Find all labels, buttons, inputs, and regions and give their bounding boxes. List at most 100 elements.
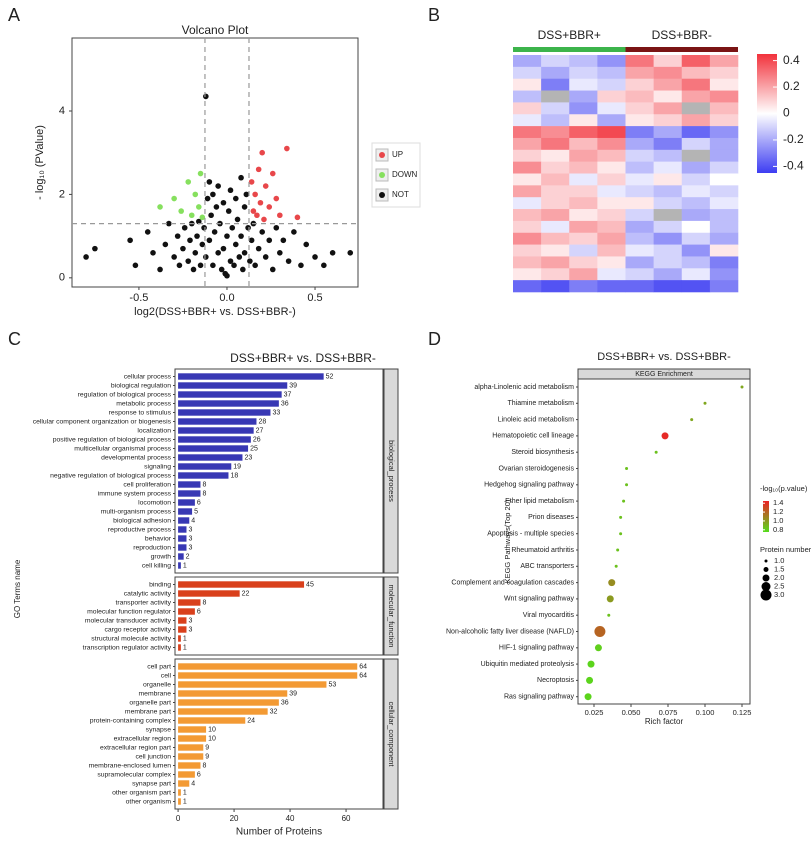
point [132,262,139,269]
color-tick-label: 0.4 [783,53,800,67]
point [195,218,202,225]
heat-cell [541,137,570,151]
heat-cell [597,197,626,210]
point [277,212,283,219]
heat-cell [625,209,654,222]
heat-cell [653,161,683,174]
point [255,166,262,173]
category-label: regulation of biological process [78,391,172,398]
heat-cell [569,90,598,103]
category-label: organelle part [129,699,171,706]
category-label: supramolecular complex [97,771,171,778]
value-label: 53 [328,681,336,688]
category-label: locomotion [138,499,171,506]
value-label: 25 [250,445,258,452]
point [238,233,244,239]
bar [178,780,190,787]
x-tick-label: 0 [176,814,181,823]
value-label: 36 [281,400,289,407]
bubble [607,613,611,617]
bar [178,400,279,407]
point [329,249,336,256]
bar [178,663,358,670]
heat-cell [625,220,654,234]
heat-cell [597,149,626,162]
facet-label: biological_process [387,440,396,502]
heat-cell [653,197,683,210]
heat-cell [513,55,542,68]
point [280,237,287,244]
bar [178,726,207,733]
size-tick-label: 2.5 [774,581,784,590]
heat-cell [709,209,739,222]
heat-cell [653,280,683,293]
heat-cell [625,126,654,139]
heat-cell [541,256,570,269]
bubble [622,499,626,503]
point [269,170,276,177]
value-label: 6 [197,608,201,615]
point [298,262,304,269]
color-tick-label: -0.4 [783,159,804,173]
point [171,195,177,202]
bar [178,635,181,642]
heat-cell [597,55,626,68]
heat-cell [625,137,654,151]
bubble [586,676,594,684]
heat-cell [513,268,542,281]
point [171,254,177,260]
x-tick-label: 20 [230,814,239,823]
value-label: 8 [202,490,206,497]
heat-cell [513,126,542,139]
facet-panel [174,576,384,656]
value-label: 36 [281,699,289,706]
color-bar [757,54,777,173]
bubble [703,401,707,405]
category-label: cell junction [135,753,171,760]
x-tick-label: 0.5 [307,292,322,304]
heat-cell [541,114,570,127]
bar [178,644,181,651]
bar [178,490,201,497]
heat-cell [681,161,711,174]
point [284,145,290,152]
category-label: binding [149,581,171,588]
color-tick-label: 1.0 [773,516,783,525]
category-label: Viral myocarditis [523,612,575,619]
size-tick-label: 1.5 [774,564,784,573]
point [224,233,230,239]
heat-cell [709,185,739,198]
category-label: HIF-1 signaling pathway [499,645,575,652]
heat-cell [597,209,626,222]
category-label: ABC transporters [520,563,574,570]
category-label: Necroptosis [537,677,574,684]
heat-cell [681,197,711,210]
bubble [625,467,629,470]
category-label: membrane [139,690,172,697]
x-tick-label: 0.100 [696,708,715,717]
heat-cell [569,232,598,245]
x-tick-label: 0.075 [659,708,678,717]
heat-cell [653,256,683,269]
heat-cell [597,114,626,127]
point [127,237,133,244]
category-label: multi-organism process [101,508,172,515]
bar [178,472,229,479]
category-label: metabolic process [116,400,171,407]
point [294,214,301,221]
heat-cell [709,137,739,151]
bar [178,373,324,380]
point [243,191,250,198]
value-label: 39 [289,690,297,697]
value-label: 1 [183,798,187,805]
point [187,237,193,244]
heat-cell [709,268,739,281]
heat-cell [653,173,683,186]
bar [178,544,187,551]
color-tick-label: 1.4 [773,498,783,507]
heat-cell [653,149,683,162]
heat-cell [681,114,711,127]
group-label: DSS+BBR+ [538,28,601,42]
point [240,266,246,273]
bar [178,626,187,633]
